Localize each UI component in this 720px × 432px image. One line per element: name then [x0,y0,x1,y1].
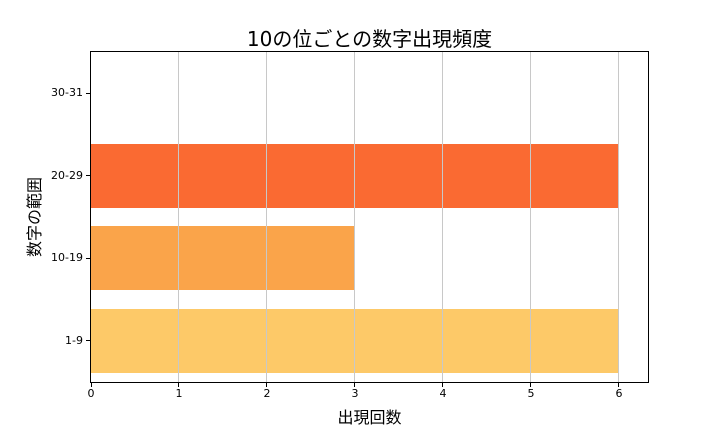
gridline-x-5 [530,52,532,382]
plot-area [90,51,649,383]
x-tick-label-1: 1 [175,387,183,400]
y-tick-label-10-19: 10-19 [51,251,83,265]
y-tick-mark-20-29 [86,175,90,177]
chart-title: 10の位ごとの数字出現頻度 [246,27,493,51]
x-tick-label-5: 5 [527,387,535,400]
x-tick-mark-2 [266,383,268,387]
y-tick-mark-30-31 [86,92,90,94]
x-tick-label-6: 6 [615,387,623,400]
gridline-x-3 [354,52,356,382]
x-tick-label-4: 4 [439,387,447,400]
x-tick-mark-6 [618,383,620,387]
x-tick-label-0: 0 [87,387,95,400]
x-tick-mark-1 [178,383,180,387]
bar-10-19 [91,226,355,291]
y-tick-label-20-29: 20-29 [51,168,83,182]
x-tick-label-2: 2 [263,387,271,400]
y-tick-label-30-31: 30-31 [51,86,83,100]
x-tick-mark-4 [442,383,444,387]
x-tick-label-3: 3 [351,387,359,400]
x-tick-mark-5 [530,383,532,387]
x-axis-label: 出現回数 [337,408,402,427]
x-tick-mark-0 [90,383,92,387]
gridline-x-6 [618,52,620,382]
y-tick-label-1-9: 1-9 [65,333,83,347]
x-tick-mark-3 [354,383,356,387]
gridline-x-1 [178,52,180,382]
gridline-x-2 [266,52,268,382]
gridline-x-4 [442,52,444,382]
y-tick-mark-10-19 [86,257,90,259]
y-axis-label: 数字の範囲 [25,176,44,258]
y-tick-mark-1-9 [86,340,90,342]
